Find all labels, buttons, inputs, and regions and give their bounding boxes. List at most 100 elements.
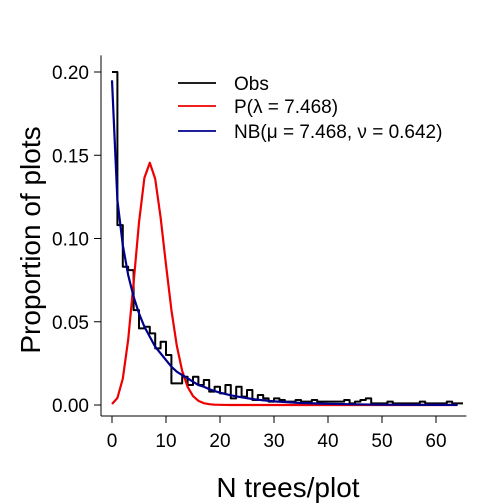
data-point bbox=[168, 354, 170, 356]
data-point bbox=[149, 336, 151, 338]
legend-label: NB(μ = 7.468, ν = 0.642) bbox=[234, 122, 442, 143]
data-point bbox=[151, 332, 153, 334]
data-point bbox=[138, 221, 140, 223]
data-point bbox=[297, 399, 299, 401]
data-point bbox=[208, 388, 210, 390]
data-point bbox=[154, 178, 156, 180]
data-point bbox=[335, 400, 337, 402]
data-point bbox=[216, 385, 218, 387]
data-point bbox=[316, 402, 318, 404]
data-point bbox=[122, 377, 124, 379]
data-point bbox=[205, 379, 207, 381]
data-point bbox=[238, 385, 240, 387]
data-point bbox=[219, 404, 221, 406]
x-tick-label: 30 bbox=[263, 431, 284, 452]
data-point bbox=[224, 404, 226, 406]
data-point bbox=[203, 402, 205, 404]
y-tick-label: 0.15 bbox=[52, 146, 89, 167]
data-point bbox=[141, 327, 143, 329]
data-point bbox=[330, 400, 332, 402]
data-point bbox=[181, 370, 183, 372]
data-point bbox=[116, 199, 118, 201]
chart-series-group bbox=[110, 71, 463, 407]
data-point bbox=[265, 397, 267, 399]
data-point bbox=[127, 274, 129, 276]
data-point bbox=[159, 352, 161, 354]
series-line-0 bbox=[112, 71, 463, 405]
chart-axes: 0 10 20 30 40 50 60 0.00 0.05 0.10 0.15 0.20 bbox=[52, 55, 467, 452]
series-line-1 bbox=[111, 161, 458, 407]
series-line-2 bbox=[110, 80, 458, 407]
data-point bbox=[230, 404, 232, 406]
x-tick-label: 50 bbox=[371, 431, 392, 452]
data-point bbox=[192, 380, 194, 382]
data-point bbox=[192, 395, 194, 397]
data-point bbox=[273, 404, 275, 406]
data-point bbox=[203, 385, 205, 387]
data-point bbox=[165, 359, 167, 361]
data-point bbox=[213, 403, 215, 405]
data-point bbox=[249, 389, 251, 391]
data-point bbox=[178, 382, 180, 384]
data-point bbox=[227, 384, 229, 386]
data-point bbox=[448, 400, 450, 402]
x-tick-label: 60 bbox=[425, 431, 446, 452]
data-point bbox=[146, 326, 148, 328]
data-point bbox=[357, 400, 359, 402]
data-point bbox=[176, 345, 178, 347]
data-point bbox=[122, 244, 124, 246]
data-point bbox=[327, 403, 329, 405]
data-point bbox=[132, 282, 134, 284]
x-tick-label: 40 bbox=[317, 431, 338, 452]
y-tick-label: 0.10 bbox=[52, 230, 89, 251]
data-point bbox=[259, 394, 261, 396]
data-point bbox=[354, 403, 356, 405]
data-point bbox=[232, 397, 234, 399]
data-point bbox=[324, 400, 326, 402]
x-tick-label: 10 bbox=[155, 431, 176, 452]
data-point bbox=[170, 366, 172, 368]
data-point bbox=[389, 400, 391, 402]
y-axis-title: Proportion of plots bbox=[15, 126, 46, 353]
data-point bbox=[408, 404, 410, 406]
data-point bbox=[346, 399, 348, 401]
data-point bbox=[246, 404, 248, 406]
legend-label: Obs bbox=[234, 74, 269, 95]
data-point bbox=[300, 402, 302, 404]
x-tick-label: 0 bbox=[107, 431, 118, 452]
y-tick-label: 0.20 bbox=[52, 63, 89, 84]
data-point bbox=[197, 384, 199, 386]
data-point bbox=[251, 404, 253, 406]
data-point bbox=[154, 346, 156, 348]
data-point bbox=[111, 403, 113, 405]
data-point bbox=[273, 400, 275, 402]
y-tick-label: 0.00 bbox=[52, 396, 89, 417]
data-point bbox=[459, 402, 461, 404]
data-point bbox=[421, 400, 423, 402]
data-point bbox=[362, 399, 364, 401]
data-point bbox=[340, 400, 342, 402]
data-point bbox=[195, 375, 197, 377]
data-point bbox=[262, 404, 264, 406]
data-point bbox=[367, 397, 369, 399]
data-point bbox=[170, 309, 172, 311]
data-point bbox=[162, 341, 164, 343]
data-point bbox=[284, 401, 286, 403]
data-point bbox=[262, 399, 264, 401]
data-point bbox=[111, 79, 113, 81]
data-point bbox=[276, 397, 278, 399]
data-point bbox=[230, 394, 232, 396]
data-point bbox=[240, 404, 242, 406]
data-point bbox=[456, 404, 458, 406]
data-point bbox=[176, 371, 178, 373]
data-point bbox=[235, 404, 237, 406]
data-point bbox=[159, 216, 161, 218]
data-point bbox=[173, 382, 175, 384]
legend-label: P(λ = 7.468) bbox=[234, 97, 338, 118]
data-point bbox=[219, 391, 221, 393]
data-point bbox=[149, 162, 151, 164]
data-point bbox=[381, 403, 383, 405]
data-point bbox=[181, 374, 183, 376]
data-point bbox=[186, 377, 188, 379]
